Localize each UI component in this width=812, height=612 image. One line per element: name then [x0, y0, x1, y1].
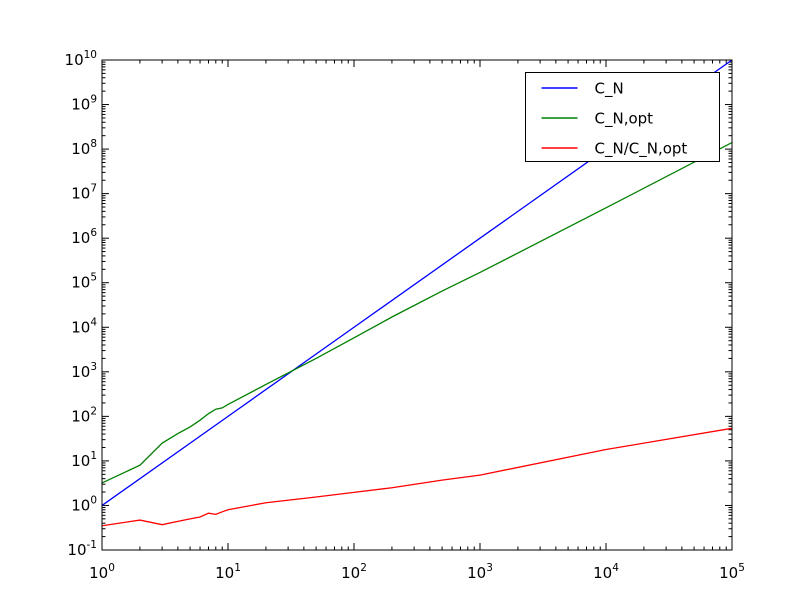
y-tick-label: 101 [71, 450, 97, 470]
legend-label: C_N/C_N,opt [595, 140, 688, 159]
legend: C_N C_N,opt C_N/C_N,opt [525, 72, 720, 162]
series-line-c-n-opt [102, 142, 732, 484]
series-line-c-n-c-n-opt [102, 427, 732, 527]
x-tick-label: 103 [467, 562, 493, 582]
x-tick-label: 105 [719, 562, 745, 582]
axes-border [101, 59, 733, 551]
y-tick-label: 102 [71, 405, 97, 425]
legend-label: C_N,opt [595, 110, 654, 129]
y-tick-label: 1010 [65, 49, 97, 69]
y-tick-label: 103 [71, 361, 97, 381]
y-tick-label: 104 [71, 316, 97, 336]
y-tick-label: 10-1 [67, 539, 97, 559]
legend-label: C_N [595, 80, 624, 99]
y-tick-label: 106 [71, 227, 97, 247]
x-tick-label: 101 [215, 562, 241, 582]
x-tick-label: 104 [593, 562, 619, 582]
y-tick-label: 100 [71, 494, 97, 514]
y-tick-label: 108 [71, 138, 97, 158]
y-tick-label: 105 [71, 272, 97, 292]
y-tick-label: 109 [71, 94, 97, 114]
x-tick-label: 102 [341, 562, 367, 582]
y-tick-label: 107 [71, 183, 97, 203]
x-tick-label: 100 [89, 562, 115, 582]
ticks-group [101, 59, 733, 551]
